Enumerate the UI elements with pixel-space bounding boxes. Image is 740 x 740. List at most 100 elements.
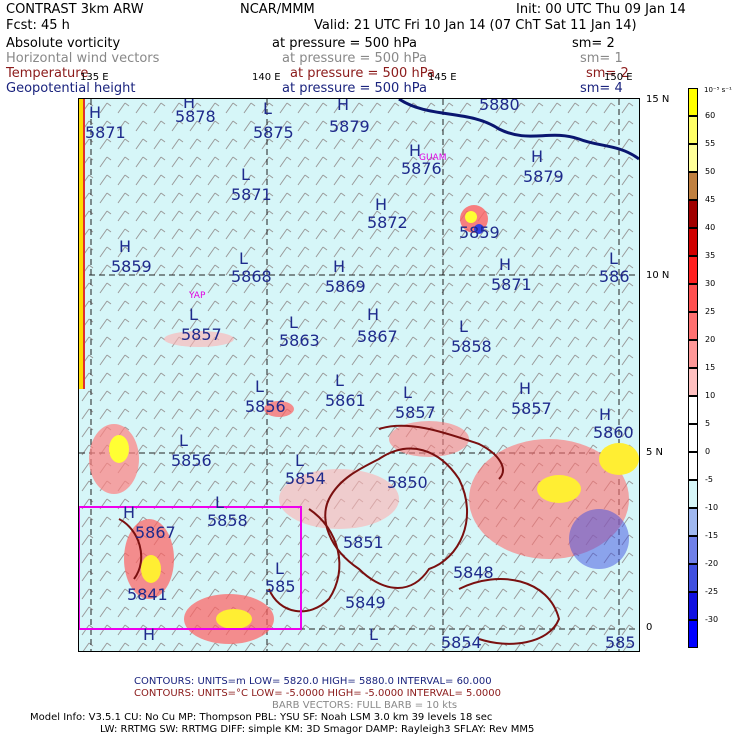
height-label: 5872 <box>367 213 408 232</box>
barb-vectors-info: BARB VECTORS: FULL BARB = 10 kts <box>272 700 458 711</box>
height-label: 5880 <box>479 98 520 114</box>
height-label: 585 <box>265 577 296 596</box>
height-label: 5859 <box>459 223 500 242</box>
hl-label: H <box>143 625 156 644</box>
colorbar-tick-label: 40 <box>705 223 716 232</box>
colorbar-tick-label: 60 <box>705 111 716 120</box>
colorbar-tick-label: -10 <box>705 503 719 512</box>
hl-label: L <box>179 431 188 450</box>
hl-label: L <box>289 313 298 332</box>
height-label: 5868 <box>231 267 272 286</box>
colorbar-segment <box>688 340 698 368</box>
field-4-sm: sm= 4 <box>580 81 623 96</box>
height-label: 5871 <box>85 123 126 142</box>
height-label: 5867 <box>135 523 176 542</box>
field-1-pressure: at pressure = 500 hPa <box>272 36 417 51</box>
city-guam: GUAM <box>419 153 447 163</box>
colorbar-tick-label: -30 <box>705 615 719 624</box>
city-yap: YAP <box>189 291 206 301</box>
height-label: 585 <box>605 633 636 652</box>
colorbar-segment <box>688 452 698 480</box>
colorbar-tick-label: 25 <box>705 307 716 316</box>
field-1-name: Absolute vorticity <box>6 36 121 51</box>
contours-temperature: CONTOURS: UNITS=°C LOW= -5.0000 HIGH= -5… <box>134 688 502 699</box>
height-label: 5854 <box>285 469 326 488</box>
height-label: 5867 <box>357 327 398 346</box>
hl-label: H <box>183 98 196 112</box>
height-label: 5875 <box>253 123 294 142</box>
model-info-1: Model Info: V3.5.1 CU: No Cu MP: Thompso… <box>30 712 493 723</box>
colorbar-tick-label: 50 <box>705 167 716 176</box>
height-label: 5871 <box>491 275 532 294</box>
colorbar-tick-label: 45 <box>705 195 716 204</box>
hl-label: H <box>89 103 102 122</box>
height-label: 5850 <box>387 473 428 492</box>
hl-label: H <box>519 379 532 398</box>
hl-label: L <box>263 99 272 118</box>
height-label: 5879 <box>329 117 370 136</box>
colorbar-segment <box>688 284 698 312</box>
lon-label-150: 150 E <box>604 72 633 83</box>
colorbar-segment <box>688 144 698 172</box>
height-label: 5876 <box>401 159 442 178</box>
hl-label: H <box>499 255 512 274</box>
colorbar-segment <box>688 396 698 424</box>
lat-label-5n: 5 N <box>646 447 664 458</box>
hl-label: L <box>403 383 412 402</box>
colorbar-segment <box>688 536 698 564</box>
colorbar-tick-label: 20 <box>705 335 716 344</box>
inset-box <box>79 506 302 630</box>
hl-label: L <box>255 377 264 396</box>
field-4-name: Geopotential height <box>6 81 136 96</box>
valid-time: Valid: 21 UTC Fri 10 Jan 14 (07 ChT Sat … <box>314 18 637 33</box>
model-title: CONTRAST 3km ARW <box>6 2 144 17</box>
colorbar-unit: 10⁻⁵ s⁻¹ <box>704 86 732 94</box>
colorbar-tick-label: 15 <box>705 363 716 372</box>
colorbar-segment <box>688 228 698 256</box>
colorbar-tick-label: -25 <box>705 587 719 596</box>
lat-label-0: 0 <box>646 622 653 633</box>
field-3-pressure: at pressure = 500 hPa <box>290 66 435 81</box>
colorbar-segment <box>688 172 698 200</box>
colorbar-segment <box>688 480 698 508</box>
colorbar-segment <box>688 116 698 144</box>
hl-label: H <box>599 405 612 424</box>
lat-label-15n: 15 N <box>646 94 670 105</box>
colorbar-segment <box>688 508 698 536</box>
field-2-name: Horizontal wind vectors <box>6 51 160 66</box>
hl-label: L <box>275 559 284 578</box>
height-label: 5860 <box>593 423 634 442</box>
height-label: 586 <box>599 267 630 286</box>
edge-band <box>79 99 83 389</box>
colorbar-tick-label: 35 <box>705 251 716 260</box>
height-label: 5857 <box>511 399 552 418</box>
hl-label: L <box>459 317 468 336</box>
hl-label: L <box>241 165 250 184</box>
height-label: 5856 <box>171 451 212 470</box>
hl-label: H <box>409 141 422 160</box>
height-label: 5857 <box>395 403 436 422</box>
colorbar-tick-label: -15 <box>705 531 719 540</box>
colorbar-segment <box>688 592 698 620</box>
field-3-name: Temperature <box>6 66 89 81</box>
height-label: 5841 <box>127 585 168 604</box>
height-label: 5858 <box>451 337 492 356</box>
colorbar-segment <box>688 200 698 228</box>
height-label: 5871 <box>231 185 272 204</box>
colorbar-tick-label: -20 <box>705 559 719 568</box>
init-time: Init: 00 UTC Thu 09 Jan 14 <box>516 2 686 17</box>
height-label: 5848 <box>453 563 494 582</box>
height-label: 5849 <box>345 593 386 612</box>
field-2-sm: sm= 1 <box>580 51 623 66</box>
field-4-pressure: at pressure = 500 hPa <box>282 81 427 96</box>
colorbar-segment <box>688 564 698 592</box>
hl-label: L <box>215 493 224 512</box>
map-panel: H 5871 H 5878 L 5875 H 5879 5880 H 5876 … <box>78 98 640 652</box>
height-label: 5854 <box>441 633 482 652</box>
lon-label-135: 135 E <box>80 72 109 83</box>
lon-label-140: 140 E <box>252 72 281 83</box>
coastline-north <box>398 99 639 161</box>
height-label: 5861 <box>325 391 366 410</box>
colorbar-segment <box>688 312 698 340</box>
hl-label: H <box>119 237 132 256</box>
